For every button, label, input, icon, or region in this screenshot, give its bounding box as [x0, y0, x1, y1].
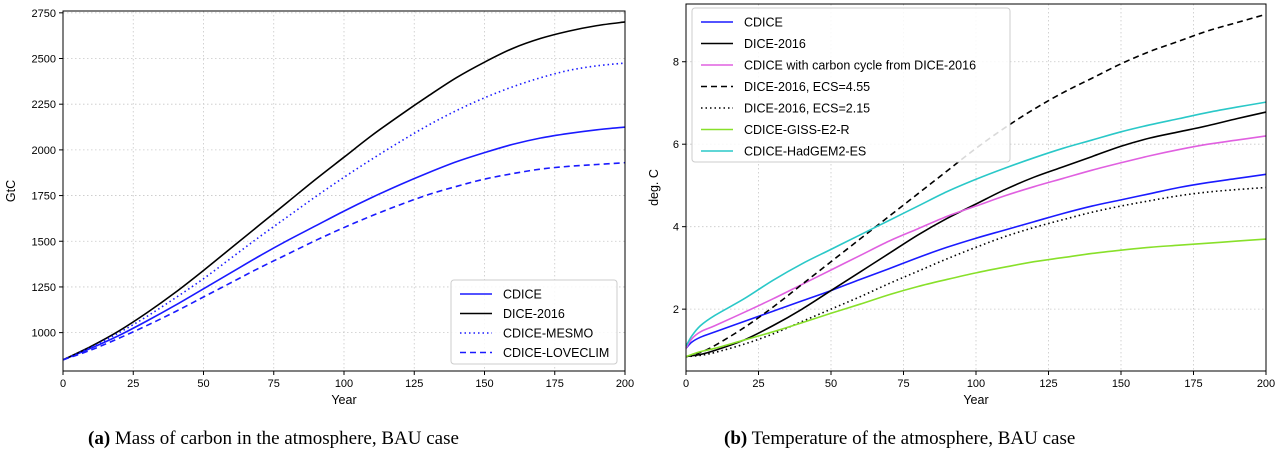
legend-label: DICE-2016, ECS=2.15 — [744, 102, 870, 116]
series-line-1-0 — [685, 173, 1267, 349]
y-tick-label: 2750 — [32, 8, 56, 20]
series-line-0-0 — [62, 126, 626, 361]
legend-label: CDICE-LOVECLIM — [503, 346, 609, 360]
series-line-1-1 — [685, 111, 1267, 358]
caption-a: (a) Mass of carbon in the atmosphere, BA… — [88, 428, 459, 450]
legend-label: CDICE with carbon cycle from DICE-2016 — [744, 59, 976, 73]
legend-label: CDICE-MESMO — [503, 327, 594, 341]
x-tick-label: 150 — [1112, 378, 1130, 390]
x-tick-label: 50 — [825, 378, 837, 390]
y-tick-label: 6 — [673, 139, 679, 151]
legend: CDICE DICE-2016 CDICE with carbon cycle fr… — [691, 7, 1011, 163]
legend: CDICE DICE-2016 CDICE-MESMO CDICE-LOVECLIM — [450, 279, 618, 365]
caption-b-text: Temperature of the atmosphere, BAU case — [747, 428, 1076, 449]
x-tick-label: 175 — [546, 378, 564, 390]
y-tick-label: 1250 — [32, 282, 56, 294]
x-tick-label: 25 — [752, 378, 764, 390]
series-line-1-6 — [685, 101, 1267, 347]
y-tick-label: 1500 — [32, 236, 56, 248]
x-tick-label: 125 — [405, 378, 423, 390]
x-axis-label: Year — [963, 393, 988, 407]
x-tick-label: 100 — [335, 378, 353, 390]
x-tick-label: 75 — [897, 378, 909, 390]
y-tick-label: 2500 — [32, 54, 56, 66]
chart-b-svg: 0 25 50 75 100 125 150 175 200 2 4 6 8 Year deg. C CDIC… — [647, 3, 1275, 407]
y-tick-label: 2 — [673, 304, 679, 316]
x-tick-label: 200 — [1257, 378, 1275, 390]
chart-panel-a: 0 25 50 75 100 125 150 175 200 1000 1250 1500 1750 20… — [4, 8, 634, 450]
series-line-1-3 — [685, 13, 1267, 358]
x-tick-label: 25 — [127, 378, 139, 390]
series-line-1-5 — [685, 238, 1267, 358]
series-line-1-2 — [685, 135, 1267, 349]
chart-a-svg: 0 25 50 75 100 125 150 175 200 1000 1250 1500 1750 20… — [4, 8, 634, 407]
legend-label: DICE-2016 — [744, 37, 806, 51]
x-tick-label: 75 — [268, 378, 280, 390]
y-tick-label: 2250 — [32, 99, 56, 111]
legend-label: CDICE — [744, 16, 783, 30]
chart-panel-b: 0 25 50 75 100 125 150 175 200 2 4 6 8 Year deg. C CDIC… — [642, 0, 1284, 464]
y-axis-label: GtC — [4, 180, 18, 202]
legend-label: CDICE-HadGEM2-ES — [744, 145, 866, 159]
series-line-1-4 — [685, 186, 1267, 358]
legend-box — [450, 279, 618, 365]
y-tick-label: 2000 — [32, 145, 56, 157]
caption-b-tag: (b) — [724, 428, 748, 449]
caption-a-text: Mass of carbon in the atmosphere, BAU ca… — [110, 428, 459, 449]
series-line-0-3 — [62, 161, 626, 361]
legend-label: DICE-2016, ECS=4.55 — [744, 80, 870, 94]
legend-label: DICE-2016 — [503, 307, 565, 321]
series-line-0-1 — [62, 21, 626, 361]
series-line-0-2 — [62, 62, 626, 361]
x-tick-label: 125 — [1039, 378, 1057, 390]
x-tick-label: 200 — [616, 378, 634, 390]
x-axis-label: Year — [331, 393, 356, 407]
y-tick-label: 4 — [673, 222, 679, 234]
x-tick-label: 0 — [683, 378, 689, 390]
x-tick-label: 0 — [60, 378, 66, 390]
y-tick-label: 8 — [673, 57, 679, 69]
x-tick-label: 175 — [1184, 378, 1202, 390]
x-tick-label: 50 — [197, 378, 209, 390]
x-tick-label: 100 — [967, 378, 985, 390]
y-tick-label: 1000 — [32, 328, 56, 340]
y-axis-label: deg. C — [647, 169, 661, 206]
y-tick-label: 1750 — [32, 191, 56, 203]
legend-box — [691, 7, 1011, 163]
x-tick-label: 150 — [475, 378, 493, 390]
legend-label: CDICE — [503, 288, 542, 302]
caption-b: (b) Temperature of the atmosphere, BAU c… — [724, 428, 1075, 450]
legend-label: CDICE-GISS-E2-R — [744, 123, 850, 137]
caption-a-tag: (a) — [88, 428, 111, 449]
